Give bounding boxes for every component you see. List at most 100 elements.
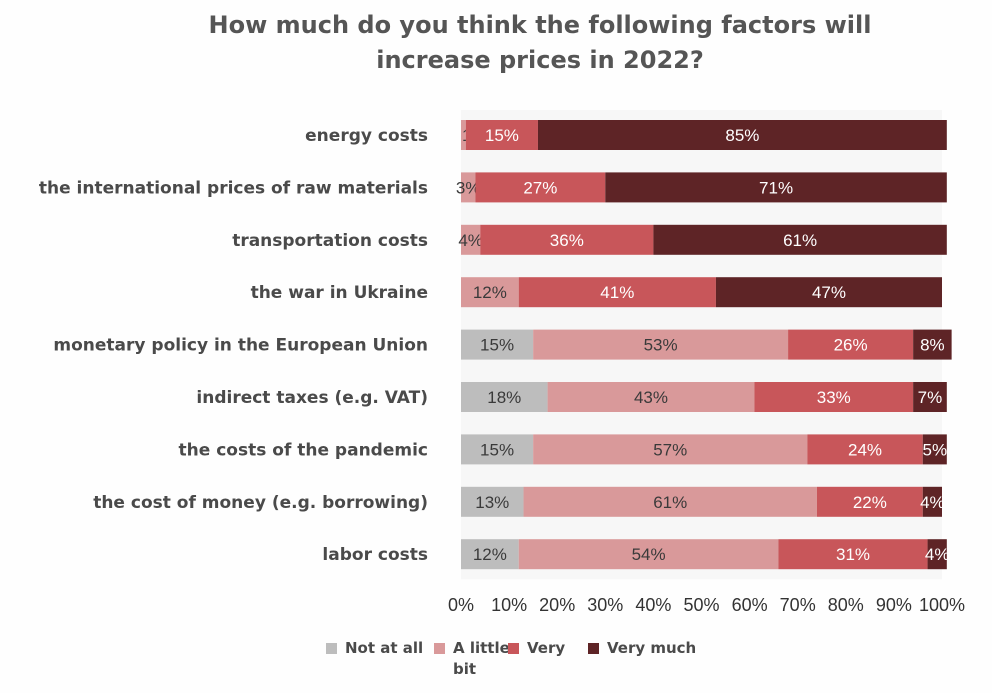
data-label-very-much-2: 71% bbox=[759, 178, 793, 197]
data-label-very-2: 27% bbox=[523, 178, 557, 197]
bar-a-little-bit-1 bbox=[461, 120, 466, 150]
category-label-the-costs-of-the-pandemic: the costs of the pandemic bbox=[179, 440, 428, 460]
x-tick-label-9: 90% bbox=[876, 595, 912, 615]
data-label-not-at-all-7: 15% bbox=[480, 440, 514, 459]
data-label-a-little-bit-9: 54% bbox=[632, 545, 666, 564]
data-label-very-much-3: 61% bbox=[783, 231, 817, 250]
bar-very-much-7 bbox=[922, 434, 947, 465]
x-tick-label-0: 0% bbox=[448, 595, 474, 615]
category-label-monetary-policy-in-the-european-union: monetary policy in the European Union bbox=[53, 336, 428, 356]
bar-a-little-bit-4 bbox=[461, 277, 519, 308]
chart-title-line-2: increase prices in 2022? bbox=[376, 46, 704, 74]
data-label-very-4: 41% bbox=[600, 283, 634, 302]
bar-very-much-6 bbox=[913, 382, 947, 412]
bar-not-at-all-8 bbox=[461, 486, 524, 517]
x-axis-ticks: 0% 10% 20% 30% 40% 50% 60% 70% 80% 90% 100% bbox=[448, 595, 965, 615]
data-label-not-at-all-5: 15% bbox=[480, 336, 514, 355]
data-label-very-much-5: 8% bbox=[920, 336, 945, 355]
bar-very-much-4 bbox=[715, 277, 942, 308]
category-label-the-cost-of-money-e-g-borrowing: the cost of money (e.g. borrowing) bbox=[93, 493, 428, 513]
data-label-a-little-bit-7: 57% bbox=[653, 440, 687, 459]
x-tick-label-3: 30% bbox=[587, 595, 623, 615]
bar-very-much-1 bbox=[537, 120, 947, 150]
data-label-very-1: 15% bbox=[485, 126, 519, 145]
bar-very-6 bbox=[754, 382, 914, 412]
bar-very-much-8 bbox=[922, 486, 942, 517]
legend-swatch-very bbox=[508, 643, 519, 654]
data-label-very-3: 36% bbox=[550, 231, 584, 250]
x-tick-label-6: 60% bbox=[732, 595, 768, 615]
legend-swatch-very-much bbox=[588, 643, 599, 654]
category-label-the-international-prices-of-raw-materials: the international prices of raw material… bbox=[39, 178, 428, 198]
legend-label-a-little-bit-line-1: A little bbox=[453, 639, 510, 657]
stacked-bar-chart: energy costs the international prices of … bbox=[38, 110, 966, 615]
legend-label-not-at-all: Not at all bbox=[345, 639, 424, 657]
legend-swatch-not-at-all bbox=[326, 643, 337, 654]
bar-very-3 bbox=[480, 224, 654, 255]
category-label-energy-costs: energy costs bbox=[305, 126, 428, 146]
category-label-the-war-in-ukraine: the war in Ukraine bbox=[251, 283, 428, 303]
data-label-very-8: 22% bbox=[853, 493, 887, 512]
bar-very-2 bbox=[475, 172, 606, 203]
data-label-a-little-bit-3: 4% bbox=[458, 231, 483, 250]
data-label-very-much-8: 4% bbox=[920, 493, 945, 512]
data-label-not-at-all-6: 18% bbox=[487, 388, 521, 407]
bar-a-little-bit-8 bbox=[523, 486, 817, 517]
x-tick-label-8: 80% bbox=[828, 595, 864, 615]
bar-very-9 bbox=[778, 539, 928, 570]
data-label-very-6: 33% bbox=[817, 388, 851, 407]
data-label-very-much-1: 85% bbox=[725, 126, 759, 145]
bar-very-8 bbox=[816, 486, 923, 517]
x-tick-label-7: 70% bbox=[780, 595, 816, 615]
bar-very-1 bbox=[465, 120, 538, 150]
x-tick-label-10: 100% bbox=[919, 595, 965, 615]
data-label-very-9: 31% bbox=[836, 545, 870, 564]
x-tick-label-4: 40% bbox=[635, 595, 671, 615]
bar-a-little-bit-3 bbox=[461, 224, 481, 255]
data-label-not-at-all-8: 13% bbox=[475, 493, 509, 512]
legend-label-a-little-bit: A little bit bbox=[453, 638, 510, 680]
bar-very-much-9 bbox=[927, 539, 947, 570]
x-tick-label-2: 20% bbox=[539, 595, 575, 615]
data-label-a-little-bit-2: 3% bbox=[456, 178, 481, 197]
chart-title-line-1: How much do you think the following fact… bbox=[208, 11, 872, 39]
legend-swatch-a-little-bit bbox=[434, 643, 445, 654]
data-label-very-much-9: 4% bbox=[925, 545, 950, 564]
category-labels: energy costs the international prices of … bbox=[39, 126, 428, 565]
legend-label-very-much: Very much bbox=[607, 639, 697, 657]
bar-not-at-all-5 bbox=[461, 329, 534, 360]
bars-area: 0%1%15%85%0%3%27%71%0%4%36%61%0%12%41%47… bbox=[456, 110, 952, 580]
data-label-a-little-bit-6: 43% bbox=[634, 388, 668, 407]
category-label-indirect-taxes-e-g-vat: indirect taxes (e.g. VAT) bbox=[196, 388, 428, 408]
bar-very-much-5 bbox=[913, 329, 952, 360]
data-label-very-much-6: 7% bbox=[918, 388, 943, 407]
data-label-a-little-bit-4: 12% bbox=[473, 283, 507, 302]
bar-a-little-bit-5 bbox=[533, 329, 789, 360]
x-tick-label-1: 10% bbox=[491, 595, 527, 615]
bar-a-little-bit-6 bbox=[547, 382, 755, 412]
category-label-transportation-costs: transportation costs bbox=[232, 231, 428, 251]
bar-not-at-all-6 bbox=[461, 382, 548, 412]
bar-very-7 bbox=[807, 434, 923, 465]
category-label-labor-costs: labor costs bbox=[322, 545, 428, 565]
data-label-a-little-bit-5: 53% bbox=[644, 336, 678, 355]
bar-a-little-bit-2 bbox=[461, 172, 476, 203]
bar-not-at-all-7 bbox=[461, 434, 534, 465]
legend-label-a-little-bit-line-2: bit bbox=[453, 660, 477, 678]
bar-a-little-bit-9 bbox=[518, 539, 779, 570]
legend-label-very: Very bbox=[527, 639, 566, 657]
data-label-very-5: 26% bbox=[834, 336, 868, 355]
bar-very-much-3 bbox=[653, 224, 947, 255]
x-tick-label-5: 50% bbox=[683, 595, 719, 615]
data-label-not-at-all-9: 12% bbox=[473, 545, 507, 564]
data-label-very-much-4: 47% bbox=[812, 283, 846, 302]
data-label-a-little-bit-8: 61% bbox=[653, 493, 687, 512]
bar-very-5 bbox=[788, 329, 914, 360]
data-label-very-7: 24% bbox=[848, 440, 882, 459]
data-label-very-much-7: 5% bbox=[922, 440, 947, 459]
bar-a-little-bit-7 bbox=[533, 434, 808, 465]
bar-not-at-all-9 bbox=[461, 539, 519, 570]
chart-title: How much do you think the following fact… bbox=[160, 8, 920, 78]
bar-very-4 bbox=[518, 277, 716, 308]
bar-very-much-2 bbox=[605, 172, 947, 203]
